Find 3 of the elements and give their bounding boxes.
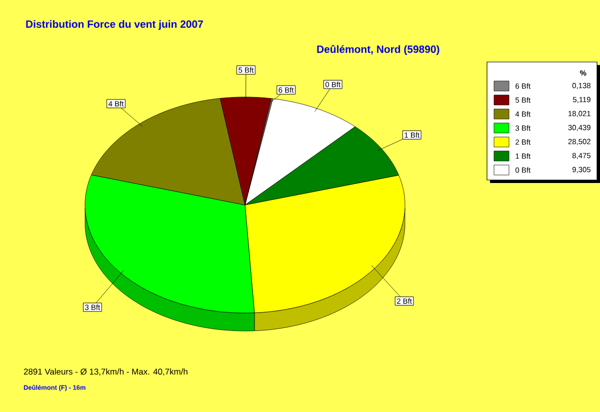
text: 2891 Valeurs - Ø 13,7km/h - Max. 40,7km/h bbox=[24, 368, 188, 376]
chart-subtitle: Deûlémont, Nord (59890) bbox=[317, 45, 440, 55]
chart-title: Distribution Force du vent juin 2007 bbox=[26, 20, 203, 30]
